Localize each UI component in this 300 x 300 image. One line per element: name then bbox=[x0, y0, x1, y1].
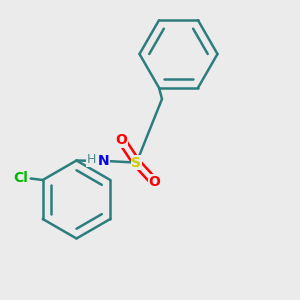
Text: H: H bbox=[87, 153, 96, 166]
Text: Cl: Cl bbox=[13, 172, 28, 185]
Text: S: S bbox=[131, 156, 142, 170]
Text: O: O bbox=[116, 133, 128, 147]
Text: O: O bbox=[148, 175, 160, 189]
Text: N: N bbox=[98, 154, 109, 168]
